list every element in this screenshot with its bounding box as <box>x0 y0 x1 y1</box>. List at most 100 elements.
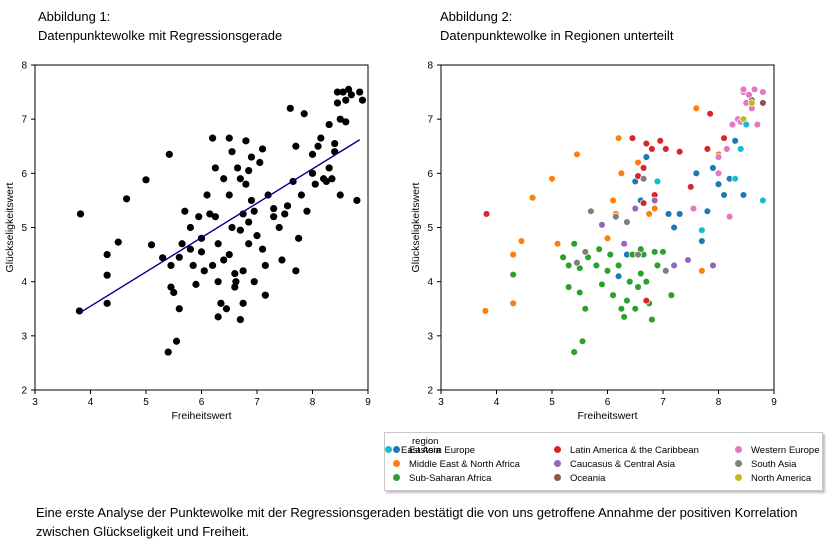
data-point <box>195 213 203 221</box>
x-tick-label: 4 <box>88 397 94 408</box>
data-point <box>692 104 701 113</box>
data-point <box>239 267 247 275</box>
figure2-title-line1: Abbildung 2: <box>440 9 513 24</box>
data-point <box>650 204 659 213</box>
data-point <box>186 223 194 232</box>
data-point <box>648 145 656 153</box>
data-point <box>670 261 678 270</box>
data-point <box>228 223 236 232</box>
data-point <box>573 258 581 267</box>
data-point <box>642 153 651 161</box>
data-point <box>742 120 751 129</box>
data-point <box>231 283 239 291</box>
data-point <box>648 315 656 324</box>
data-point <box>336 115 344 123</box>
data-point <box>728 120 737 129</box>
data-point <box>759 196 767 205</box>
legend-item: Eastern Europe <box>393 445 475 456</box>
data-point <box>356 88 364 96</box>
x-tick-label: 8 <box>310 397 316 408</box>
data-point <box>103 271 111 279</box>
data-point <box>698 226 706 234</box>
legend-item: Western Europe <box>735 445 819 456</box>
data-point <box>650 248 659 256</box>
data-point <box>714 153 723 161</box>
data-point <box>261 291 269 299</box>
data-point <box>656 137 664 145</box>
data-point <box>714 180 723 188</box>
data-point <box>631 204 640 213</box>
x-tick-label: 9 <box>365 397 371 408</box>
data-point <box>481 307 490 315</box>
data-point <box>739 85 748 94</box>
data-point <box>653 177 662 186</box>
data-point <box>595 245 603 253</box>
y-tick-label: 5 <box>427 223 433 234</box>
legend-marker <box>393 459 400 467</box>
data-point <box>245 240 253 248</box>
data-point <box>308 169 317 177</box>
legend-marker <box>735 445 742 453</box>
data-point <box>308 150 317 158</box>
data-point <box>639 164 648 172</box>
data-point <box>250 278 258 286</box>
data-point <box>623 296 631 305</box>
x-tick-label: 3 <box>438 397 444 408</box>
y-tick-label: 6 <box>21 169 27 180</box>
data-point <box>165 150 173 158</box>
data-point <box>239 299 247 307</box>
data-point <box>292 267 300 275</box>
scatter-chart-regression: 3 4 5 6 7 8 92345678FreiheitswertGlückseligkei… <box>4 61 371 423</box>
legend-label: Middle East & North Africa <box>409 459 520 470</box>
data-point <box>759 88 767 96</box>
legend-item: Sub-Saharan Africa <box>393 473 491 484</box>
data-point <box>482 210 491 218</box>
x-tick-label: 8 <box>716 397 722 408</box>
data-point <box>709 261 717 270</box>
data-point <box>609 196 617 205</box>
data-point <box>342 118 350 126</box>
data-point <box>703 145 712 153</box>
data-point <box>142 176 150 184</box>
data-point <box>214 240 222 248</box>
data-point <box>303 207 311 215</box>
data-point <box>170 288 178 297</box>
legend-label: East Asia <box>401 445 441 456</box>
data-point <box>598 280 606 289</box>
figure1-title: Abbildung 1: Datenpunktewolke mit Regres… <box>38 7 282 45</box>
data-point <box>609 291 617 299</box>
data-point <box>736 145 745 153</box>
legend-marker <box>393 473 400 481</box>
y-tick-label: 4 <box>427 277 433 288</box>
data-point <box>256 158 264 167</box>
data-point <box>745 91 753 99</box>
data-point <box>576 288 584 297</box>
data-point <box>581 248 590 256</box>
data-point <box>114 238 122 246</box>
data-point <box>220 256 228 264</box>
data-point <box>653 261 662 270</box>
data-point <box>258 245 267 253</box>
y-tick-label: 6 <box>427 169 433 180</box>
data-point <box>225 250 233 259</box>
data-point <box>232 278 240 286</box>
data-point <box>631 305 640 313</box>
data-point <box>103 299 111 307</box>
data-point <box>270 204 278 213</box>
data-point <box>667 291 676 299</box>
data-point <box>358 96 367 104</box>
scatter-chart-regions: 3 4 5 6 7 8 92345678FreiheitswertGlückseligkei… <box>410 61 777 423</box>
y-tick-label: 8 <box>21 61 27 72</box>
data-point <box>598 221 606 229</box>
data-point <box>283 202 292 210</box>
data-point <box>725 212 734 221</box>
y-axis-label: Glückseligkeitswert <box>4 182 16 272</box>
legend-marker <box>735 473 742 481</box>
data-point <box>250 207 258 215</box>
x-tick-label: 5 <box>143 397 149 408</box>
data-point <box>581 305 590 313</box>
data-point <box>76 210 85 218</box>
data-point <box>122 195 131 203</box>
regression-line <box>79 139 361 314</box>
x-tick-label: 3 <box>32 397 38 408</box>
